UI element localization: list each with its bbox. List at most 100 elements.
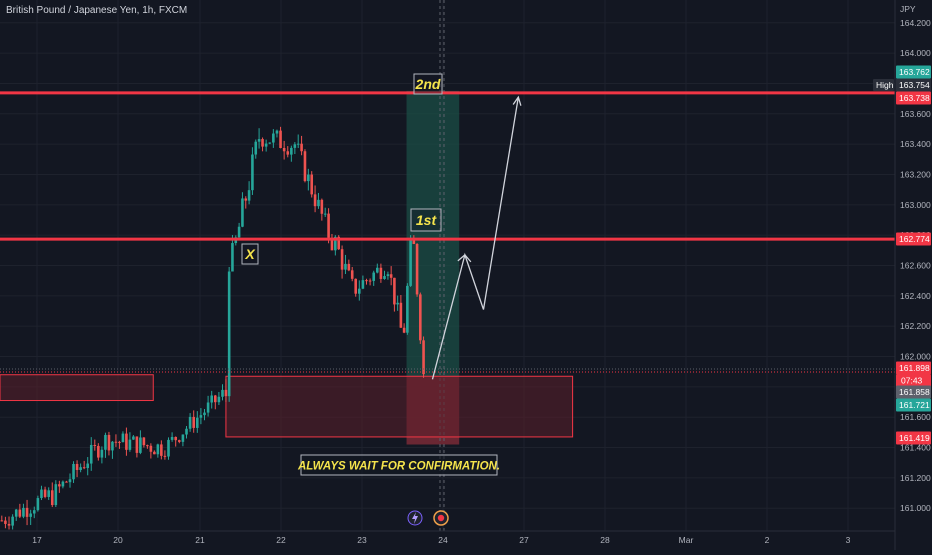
label-2nd: 2nd [413, 73, 443, 95]
candle-body [307, 174, 310, 182]
time-axis[interactable]: 17 20 21 22 23 24 27 28 Mar 2 3 [0, 530, 895, 550]
candle-body [275, 130, 279, 134]
candle-body [268, 142, 272, 144]
candle-body [181, 434, 185, 442]
candle-body [264, 143, 268, 147]
candle-body [365, 280, 368, 282]
candle-body [43, 489, 47, 497]
candle-body [272, 133, 275, 143]
candle-body [82, 467, 86, 469]
price-tag-label: 161.419 [899, 433, 930, 443]
candle-body [118, 441, 121, 443]
candle-body [104, 434, 107, 450]
candle-body [135, 436, 139, 453]
price-tag: 162.774 [896, 232, 931, 246]
lightning-icon-bolt [412, 512, 418, 524]
zones [0, 374, 574, 438]
candle-body [399, 302, 403, 328]
price-tag: 163.754 [896, 78, 931, 92]
candle-body [206, 402, 210, 413]
price-tag: 163.738 [896, 91, 931, 105]
price-axis[interactable]: JPY161.000161.200161.400161.600161.80016… [873, 0, 932, 550]
candle-body [406, 285, 409, 333]
candles [0, 126, 425, 530]
candle-body [178, 440, 181, 442]
price-tag-label: 163.754 [899, 80, 930, 90]
candle-body [128, 439, 132, 450]
candle-body [149, 445, 153, 452]
candle-body [167, 439, 170, 457]
label-x-text: X [244, 246, 256, 262]
high-badge-label: High [876, 80, 894, 90]
price-tag-label: 161.721 [899, 400, 930, 410]
projection-arrowhead [512, 95, 522, 106]
label-1st: 1st [410, 208, 442, 232]
candle-body [4, 520, 7, 524]
candle-body [146, 445, 149, 447]
price-tick-label: 163.000 [900, 200, 931, 210]
label-2nd-frame [413, 73, 443, 95]
price-tick-label: 163.600 [900, 109, 931, 119]
time-tick-label: 22 [276, 535, 286, 545]
candle-body [217, 396, 221, 403]
price-tag-bg [896, 361, 931, 375]
projection-chevron [457, 253, 472, 263]
candle-body [65, 481, 68, 483]
price-tick-label: 164.200 [900, 18, 931, 28]
candle-body [72, 463, 75, 480]
note-confirmation: ALWAYS WAIT FOR CONFIRMATION. [297, 454, 500, 476]
candle-body [214, 395, 217, 403]
candle-body [354, 278, 357, 294]
demand-zone [225, 375, 574, 438]
candle-body [61, 481, 65, 487]
candle-body [93, 444, 97, 446]
price-tag-bg [896, 385, 931, 399]
candle-body [386, 274, 390, 277]
candle-body [170, 436, 174, 440]
price-tag: 161.858 [896, 385, 931, 399]
candle-body [231, 243, 234, 272]
countdown-bg [896, 374, 931, 387]
price-tag-label: 162.774 [899, 234, 930, 244]
candle-body [185, 428, 188, 435]
candle-body [409, 239, 412, 286]
price-tick-label: 162.400 [900, 291, 931, 301]
time-tick-label: 21 [195, 535, 205, 545]
candle-body [393, 277, 396, 305]
candle-body [389, 274, 393, 278]
candle-body [210, 395, 213, 403]
candle-body [350, 270, 354, 279]
candle-body [279, 130, 282, 149]
levels [0, 91, 895, 373]
candle-body [68, 479, 72, 483]
candle-body [89, 444, 93, 464]
candle-body [257, 139, 261, 142]
candle-body [241, 198, 244, 227]
countdown-label: 07:43 [901, 376, 923, 386]
price-tick-label: 163.200 [900, 169, 931, 179]
candle-body [344, 263, 347, 270]
price-tag-bg [896, 431, 931, 445]
candle-body [320, 199, 324, 214]
candle-body [337, 236, 341, 250]
candle-body [340, 249, 344, 270]
candle-body [79, 467, 82, 470]
candle-body [383, 276, 386, 279]
note-frame [300, 454, 498, 476]
price-tick-label: 161.000 [900, 503, 931, 513]
candle-body [254, 141, 258, 155]
candle-body [174, 436, 177, 441]
price-tag-bg [896, 78, 931, 92]
time-tick-label: 23 [357, 535, 367, 545]
candle-body [251, 154, 254, 191]
annotations: 2nd 1st X ALWAYS WAIT FOR CONFIRMATION. [241, 73, 500, 526]
label-x-frame [241, 243, 259, 265]
candle-body [300, 143, 303, 152]
symbol-legend[interactable]: British Pound / Japanese Yen, 1h, FXCM [6, 5, 188, 16]
candle-body [58, 484, 61, 487]
candle-body [0, 520, 4, 522]
candle-body [40, 489, 43, 499]
price-tag-bg [896, 398, 931, 412]
